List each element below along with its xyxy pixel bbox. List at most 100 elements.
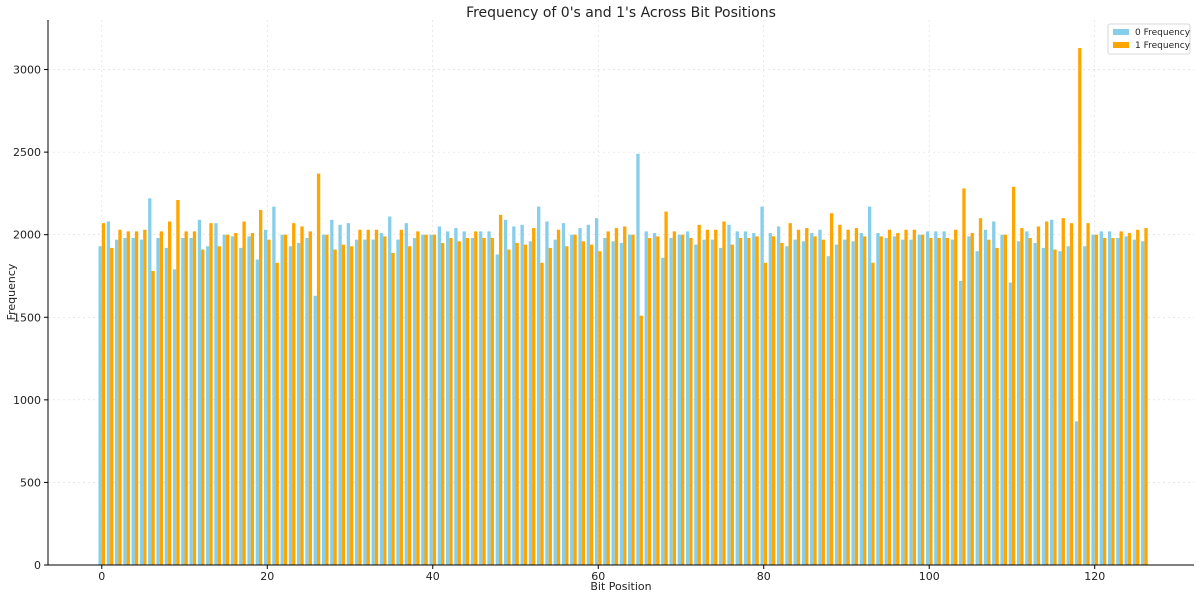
bar-0-frequency <box>230 236 235 565</box>
bar-1-frequency <box>970 233 974 566</box>
bar-0-frequency <box>288 246 293 565</box>
bar-0-frequency <box>462 231 466 565</box>
bar-1-frequency <box>780 242 784 565</box>
bar-0-frequency <box>272 206 276 565</box>
bar-1-frequency <box>623 226 627 565</box>
bar-1-frequency <box>689 238 693 565</box>
bar-0-frequency <box>139 239 144 565</box>
bar-0-frequency <box>263 229 268 566</box>
bar-0-frequency <box>454 228 458 565</box>
bar-1-frequency <box>523 244 528 566</box>
bar-0-frequency <box>363 239 367 565</box>
bar-0-frequency <box>1041 247 1046 565</box>
bar-0-frequency <box>843 239 847 565</box>
bar-0-frequency <box>412 238 417 565</box>
bar-1-frequency <box>987 239 991 565</box>
bar-0-frequency <box>611 241 615 566</box>
bar-0-frequency <box>421 234 425 565</box>
y-tick-label: 2000 <box>13 229 41 242</box>
bar-0-frequency <box>702 239 706 565</box>
x-tick-label: 20 <box>260 570 274 583</box>
bar-0-frequency <box>512 226 516 565</box>
bar-1-frequency <box>267 239 271 565</box>
bar-0-frequency <box>743 231 748 565</box>
bar-1-frequency <box>449 238 453 565</box>
bar-0-frequency <box>371 239 375 565</box>
bar-0-frequency <box>934 231 938 565</box>
bar-1-frequency <box>978 218 983 565</box>
bar-1-frequency <box>680 234 685 565</box>
bar-1-frequency <box>763 262 768 565</box>
legend-swatch-0-frequency <box>1113 29 1129 35</box>
bar-0-frequency <box>1025 231 1029 565</box>
bar-1-frequency <box>846 229 850 566</box>
bar-0-frequency <box>1091 234 1095 565</box>
bar-1-frequency <box>457 241 461 566</box>
x-tick-label: 80 <box>757 570 771 583</box>
y-tick-label: 2500 <box>13 146 41 159</box>
bar-1-frequency <box>1045 221 1049 566</box>
bar-1-frequency <box>151 271 155 565</box>
bar-1-frequency <box>738 238 743 565</box>
bar-1-frequency <box>283 234 288 565</box>
bar-0-frequency <box>487 231 491 565</box>
bar-0-frequency <box>859 233 864 566</box>
bar-1-frequency <box>167 221 172 566</box>
bar-1-frequency <box>796 229 801 566</box>
bar-1-frequency <box>126 231 130 565</box>
bar-0-frequency <box>1099 231 1103 565</box>
ticks: 0 20 40 60 80 100 120 0 500 1000 1500 2000 2500 3000 <box>13 64 1105 583</box>
bar-0-frequency <box>917 234 921 565</box>
bar-0-frequency <box>694 244 698 566</box>
bar-0-frequency <box>338 224 342 566</box>
bar-1-frequency <box>929 238 933 565</box>
bar-0-frequency <box>222 234 226 565</box>
bar-1-frequency <box>962 188 966 565</box>
bar-0-frequency <box>106 221 111 566</box>
bar-0-frequency <box>239 247 243 565</box>
bar-1-frequency <box>1136 229 1140 566</box>
legend-swatch-1-frequency <box>1113 42 1129 48</box>
bar-1-frequency <box>722 221 726 566</box>
bar-1-frequency <box>474 231 478 565</box>
chart-title: Frequency of 0's and 1's Across Bit Posi… <box>466 5 776 21</box>
bar-0-frequency <box>197 219 202 565</box>
bar-1-frequency <box>366 229 370 566</box>
bar-1-frequency <box>945 238 950 565</box>
bar-0-frequency <box>404 223 408 565</box>
bar-1-frequency <box>424 234 428 565</box>
bar-1-frequency <box>407 246 412 565</box>
bar-0-frequency <box>1124 236 1128 565</box>
bar-1-frequency <box>1053 249 1057 565</box>
legend: 0 Frequency 1 Frequency <box>1107 23 1191 55</box>
bar-0-frequency <box>123 238 127 565</box>
y-tick-label: 0 <box>34 559 41 572</box>
bar-1-frequency <box>598 251 602 565</box>
bar-1-frequency <box>1144 228 1148 565</box>
bar-0-frequency <box>619 242 624 565</box>
bar-0-frequency <box>594 218 599 565</box>
bar-1-frequency <box>1086 223 1090 565</box>
bar-1-frequency <box>954 229 958 566</box>
bar-1-frequency <box>672 231 677 565</box>
bar-1-frequency <box>333 249 337 565</box>
bar-1-frequency <box>184 231 188 565</box>
bar-0-frequency <box>379 233 384 566</box>
bar-0-frequency <box>628 234 632 565</box>
bar-0-frequency <box>1132 239 1137 565</box>
bar-1-frequency <box>755 236 759 565</box>
bar-0-frequency <box>520 224 524 566</box>
bar-0-frequency <box>437 226 442 565</box>
bar-0-frequency <box>661 257 665 565</box>
bar-0-frequency <box>644 231 648 565</box>
bar-0-frequency <box>479 231 483 565</box>
bar-1-frequency <box>606 231 610 565</box>
bar-1-frequency <box>912 229 916 566</box>
bar-1-frequency <box>507 249 511 565</box>
bar-0-frequency <box>925 231 930 565</box>
bar-1-frequency <box>134 231 139 565</box>
bar-1-frequency <box>821 239 825 565</box>
bar-0-frequency <box>354 239 359 565</box>
bar-1-frequency <box>581 241 586 566</box>
